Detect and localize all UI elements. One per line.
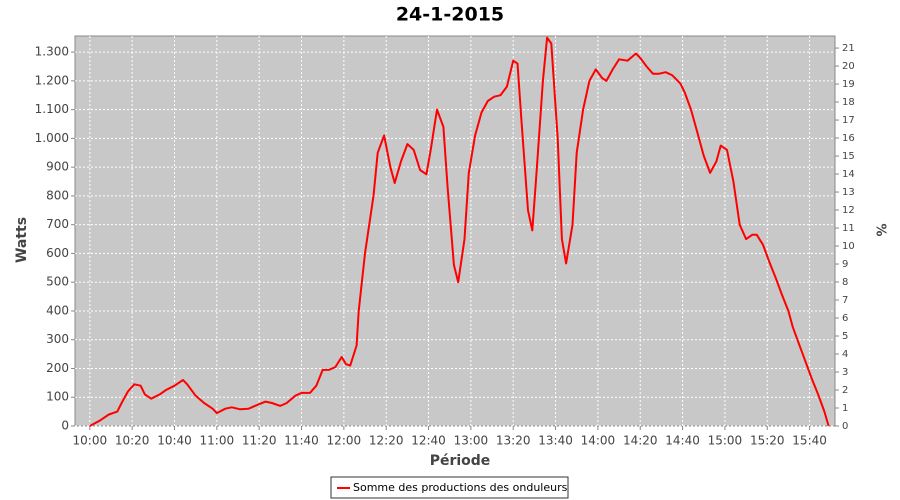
line bbox=[89, 36, 830, 427]
x-tick-label: 12:00 bbox=[327, 434, 362, 448]
y-tick-label: 300 bbox=[46, 332, 69, 346]
legend-label: Somme des productions des onduleurs bbox=[353, 481, 568, 494]
y2-axis-label: % bbox=[873, 223, 888, 236]
x-tick-label: 12:40 bbox=[411, 434, 446, 448]
plot-area bbox=[74, 35, 836, 427]
y2-tick-label: 20 bbox=[842, 61, 855, 72]
y2-tick-label: 10 bbox=[842, 241, 855, 252]
x-tick-label: 15:00 bbox=[708, 434, 743, 448]
y-tick-label: 600 bbox=[46, 246, 69, 260]
y-tick-label: 200 bbox=[46, 361, 69, 375]
y-tick-label: 400 bbox=[46, 303, 69, 317]
chart-title: 24-1-2015 bbox=[396, 4, 504, 26]
y-tick-label: 100 bbox=[46, 390, 69, 404]
x-axis-label: Période bbox=[430, 453, 491, 469]
y-tick-label: 700 bbox=[46, 217, 69, 231]
y2-tick-label: 1 bbox=[842, 403, 848, 414]
y-tick-label: 1.000 bbox=[35, 131, 69, 145]
x-tick-label: 10:40 bbox=[157, 434, 192, 448]
y2-tick-label: 11 bbox=[842, 223, 855, 234]
x-tick-label: 13:20 bbox=[496, 434, 531, 448]
x-tick-label: 15:20 bbox=[750, 434, 785, 448]
y-tick-label: 0 bbox=[61, 419, 69, 433]
y-tick-label: 800 bbox=[46, 188, 69, 202]
y2-tick-label: 15 bbox=[842, 151, 855, 162]
y-tick-label: 1.200 bbox=[35, 73, 69, 87]
y2-tick-label: 7 bbox=[842, 295, 848, 306]
y2-tick-label: 5 bbox=[842, 331, 848, 342]
y-tick-label: 1.300 bbox=[35, 45, 69, 59]
y2-tick-label: 19 bbox=[842, 79, 855, 90]
x-tick-label: 14:20 bbox=[623, 434, 658, 448]
x-tick-label: 11:40 bbox=[284, 434, 319, 448]
x-tick-label: 14:00 bbox=[581, 434, 616, 448]
y2-tick-label: 14 bbox=[842, 169, 855, 180]
x-tick-label: 12:20 bbox=[369, 434, 404, 448]
x-tick-label: 11:20 bbox=[242, 434, 277, 448]
y2-tick-label: 9 bbox=[842, 259, 848, 270]
y2-tick-label: 13 bbox=[842, 187, 855, 198]
x-tick-label: 15:40 bbox=[792, 434, 827, 448]
y2-tick-label: 2 bbox=[842, 385, 848, 396]
y2-tick-label: 12 bbox=[842, 205, 855, 216]
y2-tick-label: 16 bbox=[842, 133, 855, 144]
y2-tick-label: 21 bbox=[842, 43, 855, 54]
y2-tick-label: 3 bbox=[842, 367, 848, 378]
y2-tick-label: 18 bbox=[842, 97, 855, 108]
y-tick-label: 500 bbox=[46, 275, 69, 289]
y2-tick-label: 17 bbox=[842, 115, 855, 126]
x-tick-label: 10:00 bbox=[73, 434, 108, 448]
legend bbox=[330, 476, 569, 499]
x-tick-label: 13:00 bbox=[454, 434, 489, 448]
y2-tick-label: 6 bbox=[842, 313, 848, 324]
x-tick-label: 11:00 bbox=[200, 434, 235, 448]
y-axis-label: Watts bbox=[14, 217, 30, 263]
y-tick-label: 900 bbox=[46, 160, 69, 174]
y2-tick-label: 8 bbox=[842, 277, 848, 288]
y2-tick-label: 0 bbox=[842, 421, 848, 432]
y-tick-label: 1.100 bbox=[35, 102, 69, 116]
x-tick-label: 10:20 bbox=[115, 434, 150, 448]
y2-tick-label: 4 bbox=[842, 349, 848, 360]
x-tick-label: 14:40 bbox=[665, 434, 700, 448]
x-tick-label: 13:40 bbox=[538, 434, 573, 448]
